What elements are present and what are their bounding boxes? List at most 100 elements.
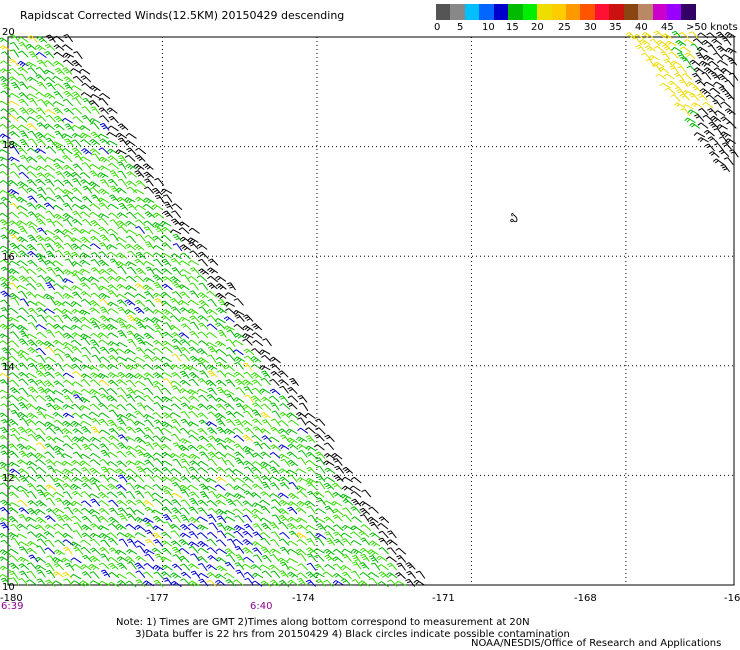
wind-barb (261, 354, 272, 362)
wind-barb (0, 412, 10, 419)
wind-barb (376, 555, 388, 562)
wind-barb (99, 436, 111, 443)
wind-barb (232, 538, 244, 546)
wind-barb (126, 548, 138, 555)
wind-barb (126, 513, 137, 522)
wind-barb (323, 476, 336, 483)
wind-barb (226, 329, 237, 338)
wind-barb (153, 282, 164, 290)
wind-barb (89, 459, 101, 466)
wind-barb (98, 202, 110, 210)
wind-barb (287, 579, 299, 586)
wind-barb (179, 388, 191, 395)
wind-barb (124, 309, 136, 315)
wind-barb (225, 393, 235, 402)
wind-barb (152, 452, 165, 458)
wind-barb (207, 411, 218, 419)
wind-barb (55, 497, 66, 506)
wind-barb (133, 275, 145, 283)
wind-barb (687, 109, 699, 115)
wind-barb (279, 476, 291, 484)
wind-barb (143, 500, 154, 507)
wind-barb (82, 185, 93, 194)
wind-barb (280, 458, 291, 467)
wind-barb (724, 92, 735, 101)
wind-barb (260, 522, 272, 531)
wind-barb (107, 203, 119, 210)
wind-barb (189, 355, 201, 363)
wind-barb (26, 243, 37, 252)
wind-barb (152, 212, 165, 219)
wind-barb (233, 411, 245, 418)
wind-barb (36, 538, 47, 547)
wind-barb (143, 226, 154, 235)
wind-barb (232, 349, 244, 356)
wind-barb (729, 149, 739, 158)
wind-barb (189, 290, 199, 299)
wind-barb (179, 353, 190, 362)
wind-barb (98, 562, 110, 570)
wind-barb (306, 531, 317, 539)
wind-barb (62, 571, 73, 580)
wind-barb (665, 40, 677, 47)
wind-barb (171, 332, 182, 340)
wind-barb (71, 218, 83, 226)
wind-barb (116, 460, 127, 468)
wind-barb (9, 130, 20, 138)
wind-barb (16, 260, 28, 267)
wind-barb (689, 122, 701, 129)
wind-barb (287, 395, 299, 403)
wind-barb (36, 545, 46, 554)
wind-barb (99, 474, 110, 483)
wind-barb (180, 571, 192, 579)
wind-barb (26, 570, 37, 579)
lon-label-177: -177 (146, 593, 169, 604)
wind-barb (206, 332, 218, 339)
wind-barb (10, 82, 21, 91)
wind-barb (251, 372, 262, 379)
wind-barb (396, 562, 407, 571)
wind-barb (16, 196, 28, 203)
wind-barb (215, 275, 227, 282)
wind-barb (89, 300, 101, 307)
map-title: Rapidscat Corrected Winds(12.5KM) 201504… (20, 9, 345, 22)
wind-barb (359, 572, 371, 579)
wind-barb (63, 234, 74, 242)
wind-barb (0, 116, 12, 123)
wind-barb (197, 555, 208, 564)
wind-barb (215, 451, 227, 458)
wind-barb (179, 507, 190, 515)
wind-barb (54, 228, 66, 236)
wind-barb (97, 491, 109, 499)
wind-barb (133, 163, 145, 170)
wind-barb (315, 473, 326, 482)
wind-barb (206, 443, 217, 451)
wind-barb (144, 426, 155, 435)
wind-barb (725, 47, 737, 54)
wind-barb (73, 153, 84, 162)
wind-barb (115, 236, 127, 243)
wind-barb (8, 570, 19, 579)
wind-barb (197, 460, 209, 467)
wind-barb (205, 342, 218, 348)
wind-barb (115, 549, 127, 555)
wind-barb (143, 171, 155, 179)
wind-barb (234, 443, 245, 452)
wind-barb (99, 393, 110, 402)
wind-barb (97, 172, 109, 179)
wind-barb (81, 354, 92, 363)
wind-barb (242, 476, 254, 483)
wind-barb (367, 516, 379, 523)
wind-barb (107, 125, 119, 132)
wind-barb (154, 194, 165, 203)
wind-barb (99, 323, 110, 331)
wind-barb (169, 412, 181, 418)
wind-barb (81, 524, 93, 531)
wind-barb (81, 515, 92, 524)
footnote: Note: 1) Times are GMT 2)Times along bot… (116, 617, 570, 640)
wind-barb (62, 539, 74, 546)
wind-barb (26, 165, 38, 171)
wind-barb (1, 226, 11, 235)
wind-barb (341, 538, 352, 546)
wind-barb (98, 165, 110, 171)
